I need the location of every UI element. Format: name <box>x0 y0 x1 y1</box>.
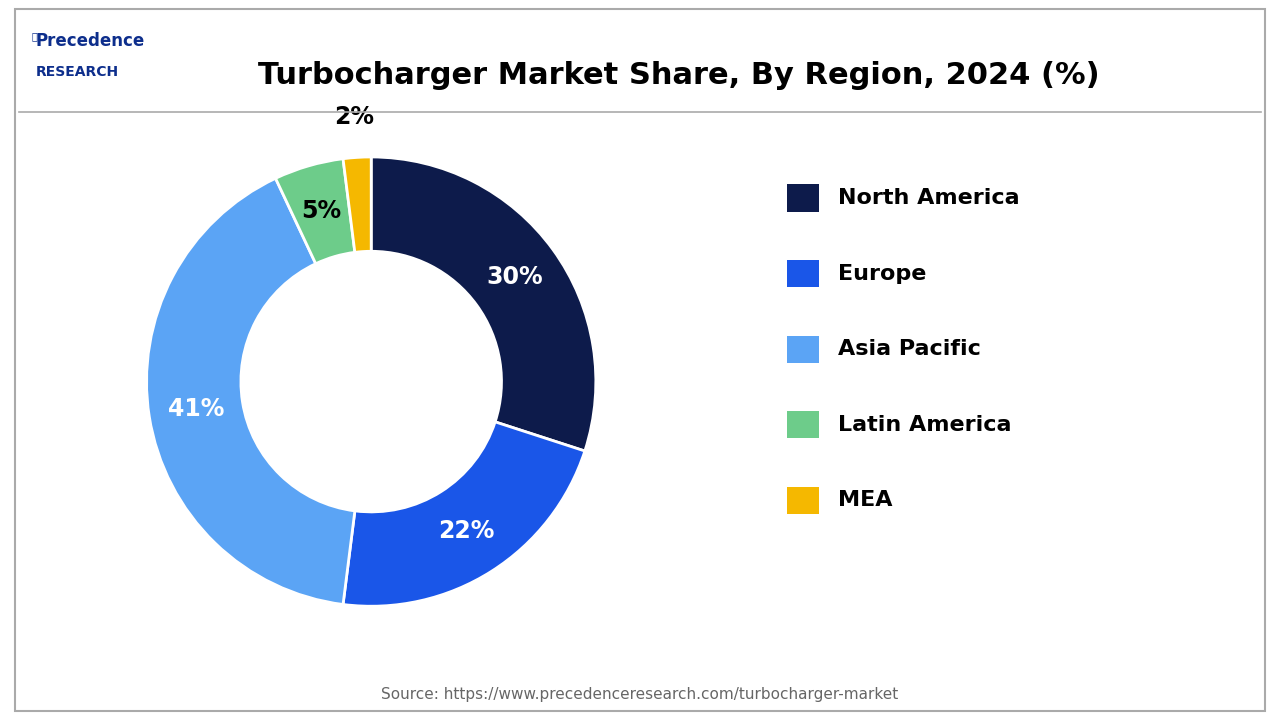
Text: Europe: Europe <box>838 264 927 284</box>
Text: Turbocharger Market Share, By Region, 2024 (%): Turbocharger Market Share, By Region, 20… <box>257 61 1100 90</box>
Text: 22%: 22% <box>438 519 494 544</box>
Text: 2%: 2% <box>334 105 375 129</box>
Text: 41%: 41% <box>168 397 224 421</box>
Text: Source: https://www.precedenceresearch.com/turbocharger-market: Source: https://www.precedenceresearch.c… <box>381 687 899 702</box>
Text: ⬛: ⬛ <box>32 31 38 41</box>
Wedge shape <box>343 157 371 252</box>
Wedge shape <box>343 422 585 606</box>
Text: North America: North America <box>838 188 1020 208</box>
Text: 30%: 30% <box>486 265 543 289</box>
Text: Precedence: Precedence <box>36 32 145 50</box>
Text: 5%: 5% <box>302 199 342 223</box>
Text: Latin America: Latin America <box>838 415 1012 435</box>
Wedge shape <box>147 179 355 605</box>
Text: MEA: MEA <box>838 490 893 510</box>
Text: RESEARCH: RESEARCH <box>36 65 119 78</box>
Wedge shape <box>275 158 355 264</box>
Text: Asia Pacific: Asia Pacific <box>838 339 982 359</box>
Wedge shape <box>371 157 595 451</box>
